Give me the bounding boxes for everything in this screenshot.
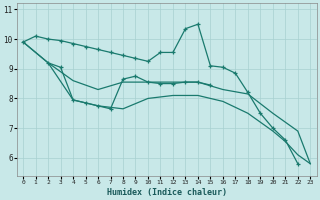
- X-axis label: Humidex (Indice chaleur): Humidex (Indice chaleur): [107, 188, 227, 197]
